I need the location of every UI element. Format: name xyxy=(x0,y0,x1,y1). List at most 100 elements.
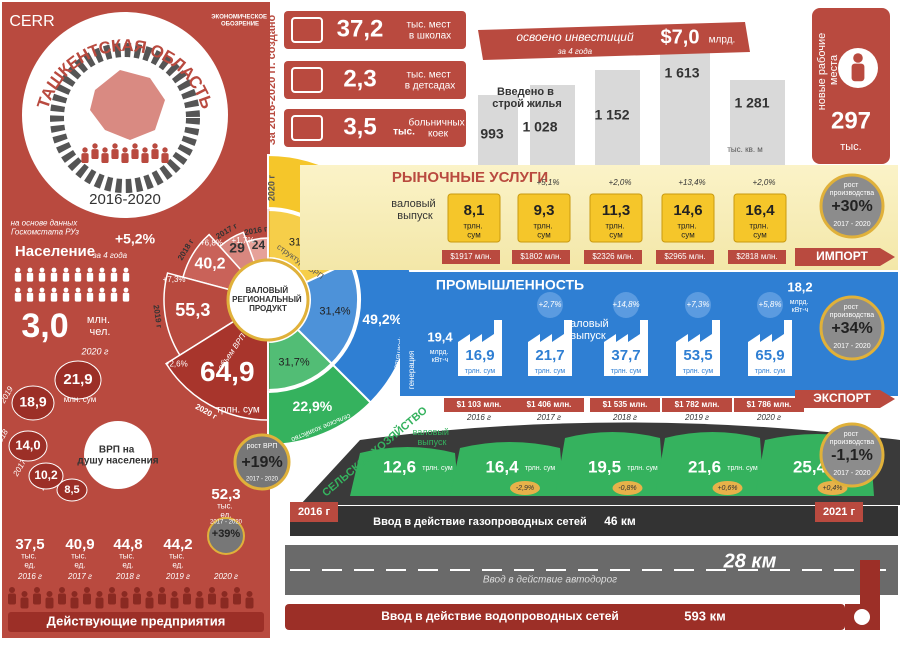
person-icon xyxy=(21,591,28,597)
services-value: 8,1 xyxy=(464,202,485,219)
person-icon xyxy=(75,287,81,293)
services-box xyxy=(661,193,715,243)
person-icon xyxy=(123,267,129,273)
industry-unit: трлн. сум xyxy=(683,368,714,375)
enterprise-value: 40,9 xyxy=(65,536,94,553)
person-icon xyxy=(152,143,158,149)
industry-value: 16,9 xyxy=(465,347,494,364)
enterprise-value: 44,2 xyxy=(163,536,192,553)
water-pipe-bend xyxy=(845,560,880,630)
hay xyxy=(712,481,743,495)
investment-ribbon xyxy=(478,22,750,60)
housing-value: 1 613 xyxy=(664,65,699,81)
person-icon xyxy=(81,153,89,164)
industry-export: $1 782 млн. xyxy=(675,400,720,409)
person-icon xyxy=(45,597,54,609)
person-icon xyxy=(46,591,53,597)
badge-label: рост производства xyxy=(830,304,875,319)
industry-growth: +14,8% xyxy=(612,300,639,309)
person-icon xyxy=(112,143,118,149)
person-icon xyxy=(111,149,119,160)
person-icon xyxy=(39,267,45,273)
services-unit: трлн. сум xyxy=(605,222,626,240)
grp-value: 24 xyxy=(252,238,266,252)
housing-value: 993 xyxy=(480,126,504,142)
enterprise-unit: тыс. ед. xyxy=(21,552,39,570)
sign-start xyxy=(290,502,338,522)
person-icon xyxy=(82,147,88,153)
person-icon xyxy=(111,287,117,293)
logo: CERR xyxy=(9,13,54,30)
gpc-value: 18,9 xyxy=(19,394,46,410)
person-icon xyxy=(9,587,15,593)
petal xyxy=(54,360,102,400)
person-icon xyxy=(75,267,81,273)
enterprise-year: 2016 г xyxy=(17,572,42,581)
services-growth: +2,0% xyxy=(609,178,632,187)
person-icon xyxy=(8,593,16,605)
agri-value: 19,5 xyxy=(588,457,621,476)
social-label: больничных коек xyxy=(409,116,468,139)
badge xyxy=(207,517,245,555)
industry-year: 2016 г xyxy=(466,413,491,422)
person-icon xyxy=(151,149,159,160)
person-icon xyxy=(99,267,105,273)
population-label: Население xyxy=(15,243,95,260)
social-value: 3,5 xyxy=(343,113,376,140)
infra-end: 2021 г xyxy=(823,506,856,518)
agri-growth: -2,9% xyxy=(516,485,534,492)
person-icon xyxy=(196,591,203,597)
jobs-value: 297 xyxy=(831,107,871,134)
gpc-value: 14,0 xyxy=(15,437,40,452)
agri-unit: трлн. сум xyxy=(727,465,758,472)
growth-cloud xyxy=(685,292,711,318)
region-map xyxy=(90,70,165,140)
industry-growth: +7,3% xyxy=(687,300,710,309)
person-icon xyxy=(38,292,46,302)
services-growth: +13,4% xyxy=(678,178,705,187)
import-box xyxy=(584,250,642,264)
person-icon xyxy=(111,267,117,273)
population-growth: +5,2% xyxy=(115,231,156,247)
services-box xyxy=(447,193,501,243)
export-box xyxy=(734,398,804,412)
agri-unit: трлн. сум xyxy=(422,465,453,472)
services-import: $1917 млн. xyxy=(450,252,491,261)
industry-unit: трлн. сум xyxy=(755,368,786,375)
industry-year: 2019 г xyxy=(684,413,709,422)
building xyxy=(730,80,785,165)
person-icon xyxy=(123,287,129,293)
sign-end xyxy=(815,502,863,522)
energy-unit: млрд. кВт-ч xyxy=(430,349,451,364)
enterprise-unit: тыс. ед. xyxy=(169,552,187,570)
person-icon xyxy=(95,597,104,609)
growth-cloud xyxy=(613,292,639,318)
industry-year: 2018 г xyxy=(612,413,637,422)
person-icon xyxy=(121,591,128,597)
road-value: 28 км xyxy=(723,550,777,572)
export-box xyxy=(514,398,584,412)
person-icon xyxy=(62,292,70,302)
enterprise-period: 2017 - 2020 xyxy=(210,520,243,526)
person-icon xyxy=(27,287,33,293)
person-icon xyxy=(87,267,93,273)
person-icon xyxy=(851,63,865,82)
industry-year: 2017 г xyxy=(536,413,561,422)
person-icon xyxy=(92,143,98,149)
water-drop xyxy=(854,609,870,625)
gas-value: 46 км xyxy=(604,514,636,528)
person-icon xyxy=(145,597,154,609)
services-title: РЫНОЧНЫЕ УСЛУГИ xyxy=(392,169,548,186)
grp-year: 2019 г xyxy=(151,304,163,329)
energy-label: генерация xyxy=(407,351,416,389)
agri-value: 21,6 xyxy=(688,457,721,476)
grp-growth: +6,8% xyxy=(200,239,223,248)
gpc-value: 10,2 xyxy=(34,468,58,482)
services-output: валовый выпуск xyxy=(391,198,438,222)
person-icon xyxy=(158,593,166,605)
person-icon xyxy=(98,292,106,302)
export-arrow xyxy=(795,390,895,408)
petal xyxy=(11,385,55,421)
person-icon xyxy=(184,587,190,593)
person-icon xyxy=(131,149,139,160)
